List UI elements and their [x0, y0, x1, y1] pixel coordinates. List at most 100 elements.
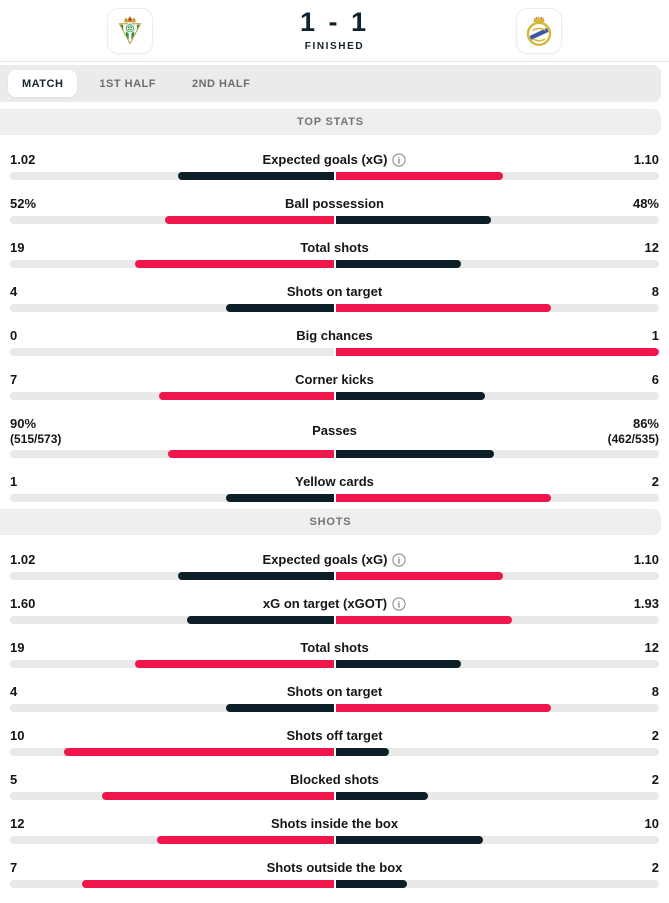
- away-value: 2: [651, 860, 659, 875]
- home-value: 19: [10, 640, 25, 655]
- tab-1st-half[interactable]: 1ST HALF: [85, 70, 170, 97]
- stat-bar-home-track: [10, 172, 334, 180]
- stat-bar-home-track: [10, 216, 334, 224]
- stat-label-text: Shots off target: [286, 728, 383, 743]
- stat-bar-home-fill: [102, 792, 334, 800]
- away-team-side: [410, 7, 669, 54]
- stat-label: Yellow cards: [295, 474, 374, 490]
- stat-bar-away-track: [335, 880, 659, 888]
- stats-sections: TOP STATS 1.02 Expected goals (xG) i 1.10 52%…: [0, 109, 669, 888]
- stat-label: Shots off target: [286, 728, 382, 744]
- stat-label: Expected goals (xG) i: [263, 552, 407, 568]
- stat-bar-away-fill: [335, 348, 659, 356]
- stat-bar-home-track: [10, 836, 334, 844]
- stat-bar-home-track: [10, 660, 334, 668]
- stat-bar-away-track: [335, 260, 659, 268]
- home-value: 7: [10, 372, 18, 387]
- svg-text:i: i: [398, 556, 401, 566]
- stat-bar-home-track: [10, 392, 334, 400]
- stat-bar-away-track: [335, 660, 659, 668]
- stat-bar-away-fill: [335, 304, 552, 312]
- away-value: 1.10: [633, 152, 659, 167]
- stat-label: Expected goals (xG) i: [263, 152, 407, 168]
- stat-bar-away-track: [335, 704, 659, 712]
- stat-row: 7 Corner kicks 6: [10, 372, 659, 400]
- stat-label: Shots inside the box: [271, 816, 398, 832]
- svg-text:i: i: [398, 156, 401, 166]
- stat-label-text: Expected goals (xG): [262, 552, 388, 567]
- home-value: 4: [10, 684, 18, 699]
- stat-bar-home-track: [10, 494, 334, 502]
- section-header: TOP STATS: [0, 109, 661, 135]
- stat-bar: [10, 792, 659, 800]
- away-value-sub: (462/535): [607, 432, 659, 446]
- home-value: 90% (515/573): [10, 416, 312, 446]
- away-team-badge[interactable]: [516, 7, 563, 54]
- stat-row: 4 Shots on target 8: [10, 284, 659, 312]
- stat-label: Total shots: [300, 240, 368, 256]
- stat-row: 10 Shots off target 2: [10, 728, 659, 756]
- section-header: SHOTS: [0, 509, 661, 535]
- match-header: 1 - 1 FINISHED: [0, 0, 669, 62]
- stat-bar-away-track: [335, 616, 659, 624]
- section-title: SHOTS: [309, 516, 352, 528]
- stat-label: Shots on target: [287, 684, 382, 700]
- stat-bar-home-track: [10, 260, 334, 268]
- home-value: 1.02: [10, 552, 36, 567]
- stat-bar-home-track: [10, 572, 334, 580]
- stat-bar-away-track: [335, 748, 659, 756]
- stat-bar-away-track: [335, 836, 659, 844]
- stat-bar-away-fill: [335, 616, 513, 624]
- stat-row: 1.02 Expected goals (xG) i 1.10: [10, 152, 659, 180]
- stat-label-text: Shots inside the box: [270, 816, 399, 831]
- stat-bar-home-fill: [177, 572, 334, 580]
- home-team-badge[interactable]: [106, 7, 153, 54]
- stat-line: 4 Shots on target 8: [10, 284, 659, 300]
- away-value: 1.10: [633, 552, 659, 567]
- info-circle-icon[interactable]: i: [392, 597, 406, 611]
- stat-label-text: Shots outside the box: [266, 860, 403, 875]
- score-block: 1 - 1 FINISHED: [260, 9, 410, 53]
- stat-row: 90% (515/573) Passes 86% (462/535): [10, 416, 659, 458]
- stat-bar: [10, 450, 659, 458]
- stat-line: 7 Shots outside the box 2: [10, 860, 659, 876]
- stat-line: 90% (515/573) Passes 86% (462/535): [10, 416, 659, 446]
- stat-bar-home-fill: [81, 880, 334, 888]
- home-value: 52%: [10, 196, 37, 211]
- stat-line: 12 Shots inside the box 10: [10, 816, 659, 832]
- stat-bar-home-track: [10, 704, 334, 712]
- stat-bar-home-fill: [165, 216, 334, 224]
- info-circle-icon[interactable]: i: [392, 153, 407, 167]
- half-tabs: MATCH 1ST HALF 2ND HALF: [0, 65, 661, 102]
- away-value: 12: [644, 240, 659, 255]
- tab-match[interactable]: MATCH: [8, 70, 78, 97]
- stat-bar: [10, 748, 659, 756]
- stat-line: 0 Big chances 1: [10, 328, 659, 344]
- away-value: 6: [651, 372, 659, 387]
- svg-text:i: i: [398, 600, 401, 610]
- stat-line: 19 Total shots 12: [10, 240, 659, 256]
- stat-label-text: Total shots: [300, 240, 369, 255]
- info-circle-icon[interactable]: i: [392, 553, 407, 567]
- stat-bar-away-fill: [335, 792, 428, 800]
- stat-bar-away-track: [335, 792, 659, 800]
- stat-bar-away-track: [335, 450, 659, 458]
- stat-bar-home-track: [10, 880, 334, 888]
- stat-label-text: Blocked shots: [290, 772, 379, 787]
- home-value: 10: [10, 728, 25, 743]
- stat-bar: [10, 304, 659, 312]
- stat-bar-home-fill: [177, 172, 334, 180]
- stat-bar-home-fill: [225, 304, 334, 312]
- away-value: 12: [644, 640, 659, 655]
- stat-bar-away-fill: [335, 216, 491, 224]
- stat-line: 4 Shots on target 8: [10, 684, 659, 700]
- section-title: TOP STATS: [297, 116, 364, 128]
- stat-label-text: Passes: [312, 423, 357, 438]
- home-value: 7: [10, 860, 18, 875]
- tab-2nd-half[interactable]: 2ND HALF: [178, 70, 264, 97]
- section-rows: 1.02 Expected goals (xG) i 1.10 52% Ball poss…: [0, 135, 669, 502]
- stat-bar-home-track: [10, 348, 334, 356]
- home-value: 1: [10, 474, 18, 489]
- home-value: 19: [10, 240, 25, 255]
